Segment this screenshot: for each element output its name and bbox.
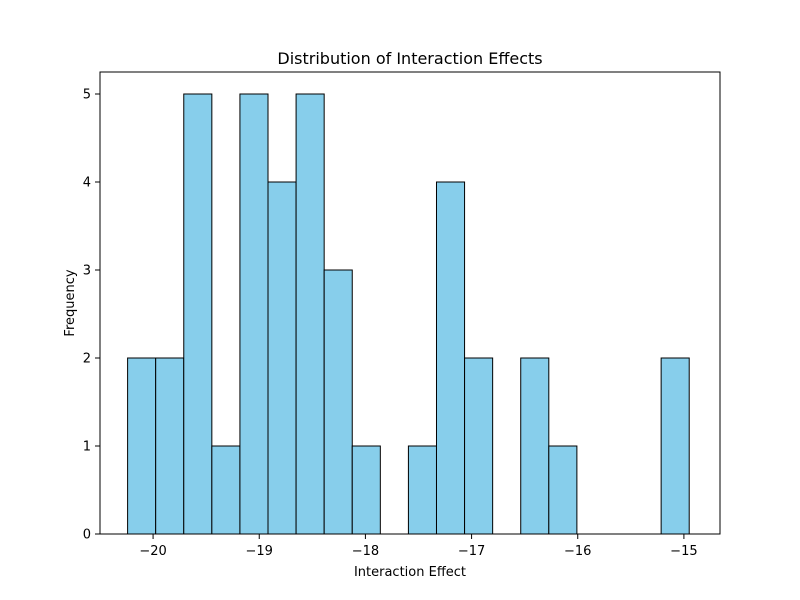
histogram-bar: [267, 181, 297, 535]
x-tick-label: −19: [246, 544, 273, 559]
x-axis-label: Interaction Effect: [354, 565, 466, 580]
histogram-bar: [548, 445, 578, 535]
histogram-bar: [323, 269, 353, 535]
histogram-bar: [660, 357, 690, 535]
histogram-bar: [155, 357, 185, 535]
y-axis-label: Frequency: [63, 269, 78, 336]
y-axis: 0 1 2 3 4 5: [83, 88, 100, 543]
x-tick-label: −18: [352, 544, 379, 559]
histogram-bar: [211, 445, 241, 535]
y-tick-label: 5: [83, 88, 91, 103]
y-tick-label: 2: [83, 352, 91, 367]
histogram-bar: [183, 93, 213, 535]
y-tick-label: 3: [83, 264, 91, 279]
histogram-bar: [407, 445, 437, 535]
bars-group: [127, 93, 690, 535]
histogram-bar: [127, 357, 157, 535]
chart-title: Distribution of Interaction Effects: [277, 49, 542, 68]
histogram-bar: [520, 357, 550, 535]
histogram-bar: [295, 93, 325, 535]
histogram-bar: [464, 357, 494, 535]
x-tick-label: −16: [564, 544, 591, 559]
y-tick-label: 1: [83, 440, 91, 455]
x-tick-label: −17: [458, 544, 485, 559]
x-tick-label: −20: [139, 544, 166, 559]
histogram-bar: [435, 181, 466, 535]
x-tick-label: −15: [670, 544, 697, 559]
y-tick-label: 0: [83, 528, 91, 543]
histogram-bar: [351, 445, 381, 535]
plot-frame: [99, 71, 721, 535]
x-axis: −20 −19 −18 −17 −16 −15: [139, 534, 698, 559]
y-tick-label: 4: [83, 176, 91, 191]
histogram-bar: [239, 93, 269, 535]
